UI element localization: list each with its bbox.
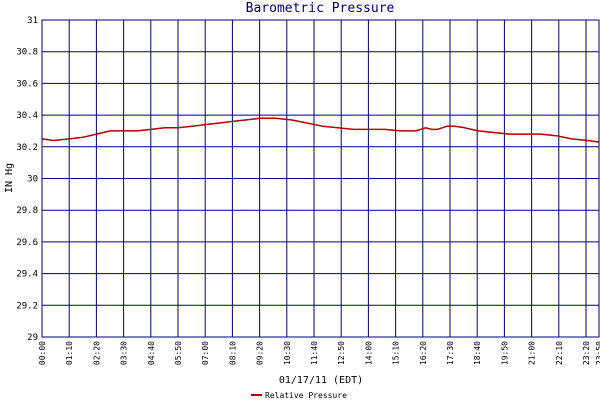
x-axis-label: 01/17/11 (EDT) (279, 375, 363, 386)
chart-title: Barometric Pressure (246, 1, 395, 16)
x-tick-label: 17:30 (446, 341, 455, 365)
y-tick-label: 29.2 (16, 301, 38, 311)
y-tick-labels: 29 29.2 29.4 29.6 29.8 30 30.2 30.4 30.6 30.8 31 (16, 16, 38, 343)
y-tick-label: 30 (27, 175, 38, 185)
x-tick-labels: 00:00 01:10 02:20 03:30 04:40 05:50 07:00 08:10… (38, 341, 600, 365)
x-tick-label: 16:20 (419, 341, 428, 365)
x-tick-label: 01:10 (65, 341, 74, 365)
x-tick-label: 12:50 (337, 341, 346, 365)
x-tick-label: 04:40 (147, 341, 156, 365)
x-tick-label: 14:00 (364, 341, 373, 365)
series-line-relative-pressure (41, 117, 600, 143)
plot-frame (41, 19, 600, 338)
y-tick-label: 30.8 (16, 48, 38, 58)
series-layer (41, 117, 600, 143)
legend-label: Relative Pressure (265, 391, 347, 400)
x-tick-label: 07:00 (201, 341, 210, 365)
y-axis-label: IN Hg (4, 163, 15, 193)
y-tick-label: 29.8 (16, 206, 38, 216)
x-tick-label: 21:00 (528, 341, 537, 365)
y-tick-label: 30.2 (16, 143, 38, 153)
x-tick-label: 23:50 (595, 341, 600, 365)
y-tick-label: 29.6 (16, 238, 38, 248)
y-tick-label: 30.4 (16, 111, 38, 121)
x-tick-label: 11:40 (310, 341, 319, 365)
x-tick-label: 00:00 (38, 341, 47, 365)
legend: Relative Pressure (251, 391, 347, 400)
x-tick-label: 02:20 (92, 341, 101, 365)
y-tick-label: 30.6 (16, 79, 38, 89)
x-tick-label: 22:10 (555, 341, 564, 365)
x-tick-label: 23:20 (582, 341, 591, 365)
x-tick-label: 03:30 (120, 341, 129, 365)
x-tick-label: 15:10 (392, 341, 401, 365)
x-tick-label: 19:50 (500, 341, 509, 365)
y-tick-label: 31 (27, 16, 38, 26)
y-tick-label: 29.4 (16, 270, 38, 280)
x-tick-label: 08:10 (228, 341, 237, 365)
y-tick-label: 29 (27, 333, 38, 343)
x-tick-label: 05:50 (174, 341, 183, 365)
x-tick-label: 10:30 (283, 341, 292, 365)
x-tick-label: 18:40 (473, 341, 482, 365)
x-tick-label: 09:20 (256, 341, 265, 365)
